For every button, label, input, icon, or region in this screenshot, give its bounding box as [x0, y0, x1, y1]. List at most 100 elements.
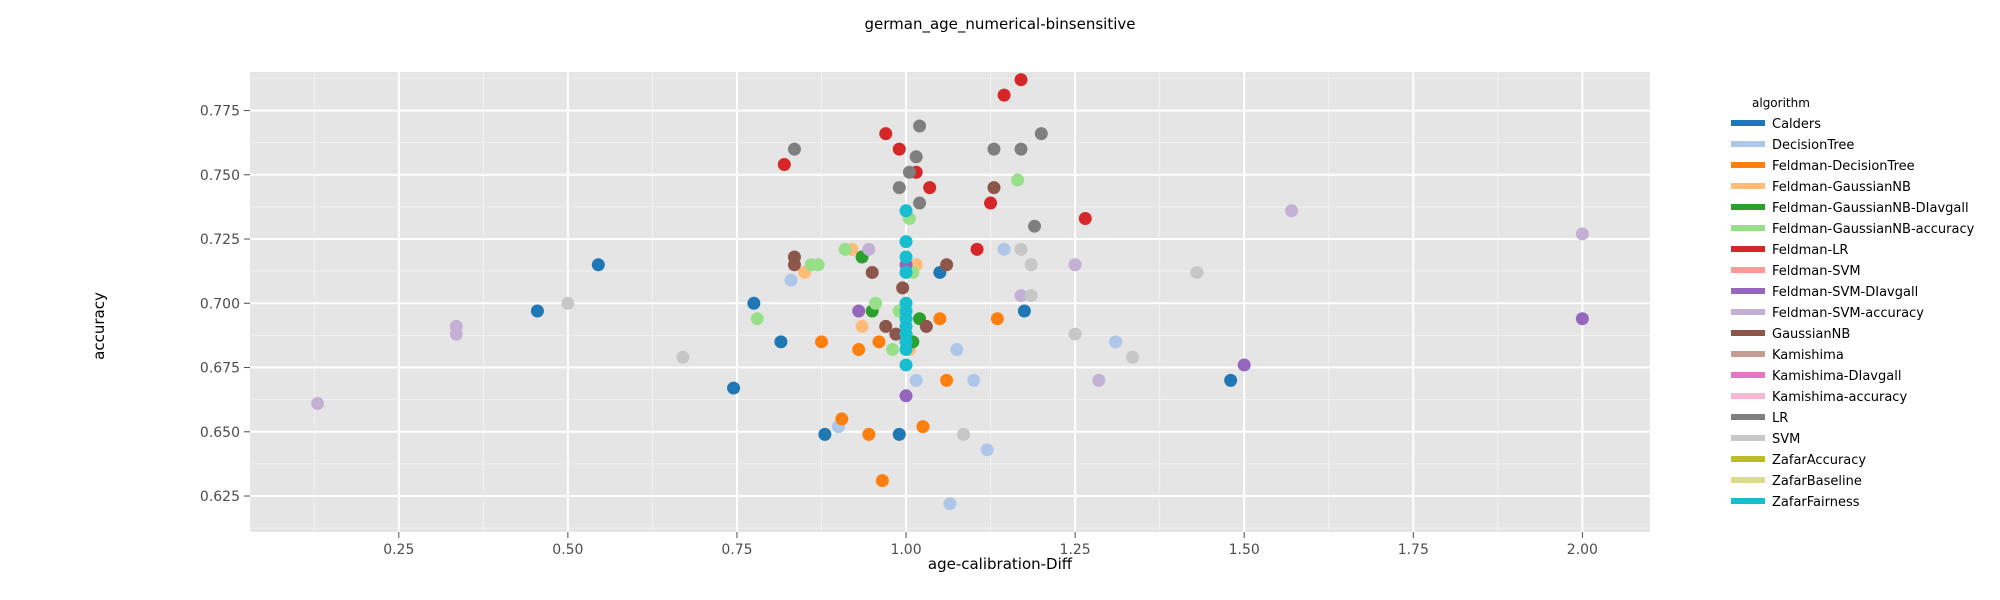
legend-label: Feldman-SVM-accuracy — [1772, 306, 1924, 321]
data-point — [875, 474, 889, 488]
data-point — [787, 250, 801, 264]
data-point — [967, 373, 981, 387]
data-point — [1078, 211, 1092, 225]
data-point — [923, 181, 937, 195]
legend-label: GaussianNB — [1772, 327, 1850, 342]
data-point — [727, 381, 741, 395]
data-point — [862, 242, 876, 256]
data-point — [1024, 289, 1038, 303]
data-point — [916, 420, 930, 434]
data-point — [852, 304, 866, 318]
data-point — [899, 250, 913, 264]
data-point — [591, 258, 605, 272]
data-point — [1068, 258, 1082, 272]
data-point — [997, 88, 1011, 102]
legend-swatch — [1731, 162, 1765, 168]
data-point — [1092, 373, 1106, 387]
legend-label: Feldman-SVM-DIavgall — [1772, 285, 1918, 300]
data-point — [1034, 127, 1048, 141]
data-point — [530, 304, 544, 318]
data-point — [879, 319, 893, 333]
data-point — [886, 343, 900, 357]
data-point — [1575, 312, 1589, 326]
legend-swatch — [1731, 498, 1765, 504]
legend-swatch — [1731, 456, 1765, 462]
data-point — [1109, 335, 1123, 349]
x-tick-label: 1.25 — [1060, 542, 1091, 558]
legend-label: Feldman-LR — [1772, 243, 1848, 258]
legend-label: SVM — [1772, 432, 1800, 447]
data-point — [879, 127, 893, 141]
legend-swatch — [1731, 414, 1765, 420]
data-point — [984, 196, 998, 210]
legend-swatch — [1731, 246, 1765, 252]
legend-label: ZafarFairness — [1772, 495, 1860, 510]
data-point — [933, 312, 947, 326]
data-point — [950, 343, 964, 357]
legend-swatch — [1731, 204, 1765, 210]
data-point — [1014, 289, 1028, 303]
data-point — [865, 265, 879, 279]
legend-label: Kamishima-DIavgall — [1772, 369, 1901, 384]
data-point — [855, 319, 869, 333]
data-point — [872, 335, 886, 349]
data-point — [943, 497, 957, 511]
data-point — [750, 312, 764, 326]
legend-swatch — [1731, 477, 1765, 483]
data-point — [892, 181, 906, 195]
data-point — [777, 158, 791, 172]
legend-swatch — [1731, 267, 1765, 273]
data-point — [787, 142, 801, 156]
data-point — [899, 235, 913, 249]
data-point — [902, 165, 916, 179]
y-tick-label: 0.700 — [200, 296, 240, 312]
x-tick-label: 0.75 — [721, 542, 752, 558]
y-tick-label: 0.725 — [200, 232, 240, 248]
data-point — [811, 258, 825, 272]
grid-lines — [250, 72, 1650, 532]
legend-swatch — [1731, 288, 1765, 294]
data-point — [987, 181, 1001, 195]
data-point — [449, 327, 463, 341]
data-point — [913, 196, 927, 210]
data-point — [987, 142, 1001, 156]
legend-label: LR — [1772, 411, 1788, 426]
data-point — [835, 412, 849, 426]
data-point — [818, 427, 832, 441]
data-point — [990, 312, 1004, 326]
legend-label: ZafarAccuracy — [1772, 453, 1866, 468]
x-tick-label: 1.00 — [890, 542, 921, 558]
data-point — [913, 119, 927, 133]
legend-swatch — [1731, 330, 1765, 336]
data-point — [1014, 142, 1028, 156]
data-point — [1126, 350, 1140, 364]
data-point — [1224, 373, 1238, 387]
data-point — [889, 327, 903, 341]
legend-label: Feldman-GaussianNB-DIavgall — [1772, 201, 1969, 216]
y-tick-label: 0.650 — [200, 425, 240, 441]
legend-label: Feldman-SVM — [1772, 264, 1861, 279]
data-point — [940, 258, 954, 272]
data-point — [774, 335, 788, 349]
data-point — [1285, 204, 1299, 218]
legend-label: Calders — [1772, 117, 1821, 132]
legend-label: Kamishima — [1772, 348, 1844, 363]
data-point — [1190, 265, 1204, 279]
y-tick-label: 0.675 — [200, 361, 240, 377]
data-point — [1575, 227, 1589, 241]
data-point — [957, 427, 971, 441]
data-point — [899, 389, 913, 403]
data-point — [852, 343, 866, 357]
data-point — [919, 319, 933, 333]
data-point — [899, 358, 913, 372]
legend-swatch — [1731, 120, 1765, 126]
chart-title: german_age_numerical-binsensitive — [865, 15, 1136, 34]
data-point — [909, 373, 923, 387]
y-axis-ticks: 0.625 0.650 0.675 0.700 0.725 0.750 0.775 — [200, 104, 250, 505]
data-point — [1017, 304, 1031, 318]
y-tick-label: 0.625 — [200, 489, 240, 505]
y-tick-label: 0.775 — [200, 104, 240, 120]
data-point — [784, 273, 798, 287]
legend-swatch — [1731, 351, 1765, 357]
legend-swatch — [1731, 309, 1765, 315]
